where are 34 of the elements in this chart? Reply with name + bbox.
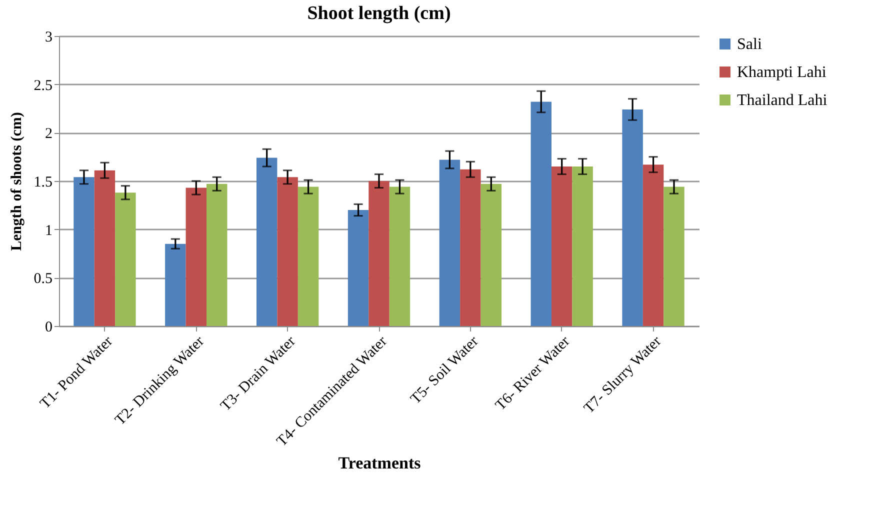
bar <box>277 177 298 326</box>
bar <box>186 188 207 326</box>
legend-label: Sali <box>737 36 762 53</box>
bar <box>664 186 684 326</box>
y-tick-label: 2 <box>45 126 52 142</box>
y-axis-title: Length of shoots (cm) <box>8 112 25 251</box>
bar <box>368 181 390 326</box>
bar <box>551 166 572 326</box>
bar <box>348 210 369 326</box>
bar <box>165 244 186 326</box>
bar <box>256 158 278 326</box>
x-axis-title: Treatments <box>338 453 422 472</box>
legend-label: Khampti Lahi <box>737 64 827 81</box>
chart-title: Shoot length (cm) <box>307 3 451 24</box>
bar <box>206 184 228 326</box>
bar <box>298 186 319 326</box>
legend-label: Thailand Lahi <box>737 92 828 109</box>
bar <box>389 186 410 326</box>
y-tick-label: 0 <box>45 320 52 336</box>
bar <box>74 177 94 326</box>
bar <box>480 184 502 326</box>
bar <box>530 102 552 326</box>
bar <box>622 109 643 326</box>
bar <box>439 160 460 326</box>
bar <box>572 166 593 326</box>
bar <box>642 164 664 326</box>
bar <box>460 169 481 326</box>
bar <box>115 192 136 326</box>
y-tick-label: 1 <box>45 222 52 239</box>
y-tick-label: 0.5 <box>34 271 52 288</box>
bar <box>94 170 116 326</box>
y-tick-label: 1.5 <box>34 174 52 190</box>
y-tick-label: 2.5 <box>34 78 52 94</box>
y-tick-label: 3 <box>45 30 52 46</box>
